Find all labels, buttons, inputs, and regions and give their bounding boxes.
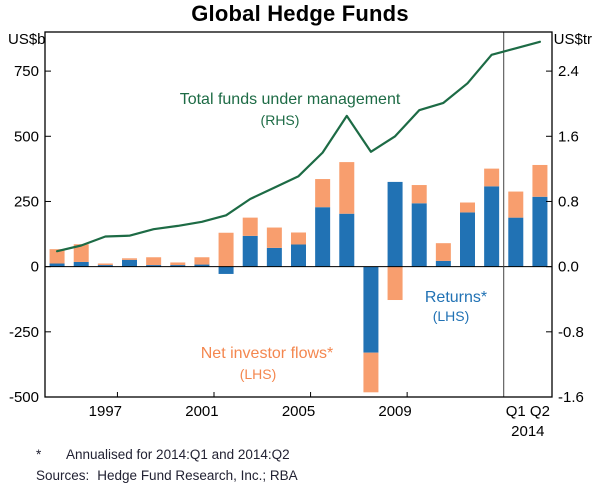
bar-returns	[315, 207, 331, 267]
sources-row: Sources: Hedge Fund Research, Inc.; RBA	[0, 468, 600, 483]
bar-net-investor-flows	[363, 352, 379, 393]
bar-returns	[170, 265, 186, 267]
left-tick-label: 250	[14, 193, 39, 210]
right-tick-label: -0.8	[558, 324, 584, 341]
footnote-text: Annualised for 2014:Q1 and 2014:Q2	[66, 447, 290, 462]
bar-returns	[484, 186, 500, 267]
x-axis-label: Q1	[506, 403, 526, 420]
bar-net-investor-flows	[387, 266, 403, 301]
x-axis-label: Q2	[530, 403, 550, 420]
right-tick-label: 0.8	[558, 193, 579, 210]
bar-net-investor-flows	[194, 257, 210, 265]
chart-title: Global Hedge Funds	[191, 1, 409, 26]
hedge-funds-chart-canvas: 750 2.4 500 1.6 250 0.8 0 0.0 -250 -0.8 -500 -1.6 US…	[8, 31, 592, 440]
bar-returns	[194, 264, 210, 267]
left-tick-label: 0	[31, 259, 39, 276]
bar-returns	[146, 265, 162, 267]
left-tick-label: -250	[9, 324, 39, 341]
bar-returns	[291, 244, 306, 267]
bar-returns	[49, 263, 65, 267]
bar-net-investor-flows	[484, 168, 500, 187]
bar-returns	[242, 235, 258, 267]
bar-net-investor-flows	[73, 244, 89, 262]
bar-returns	[266, 247, 282, 267]
right-tick-label: 1.6	[558, 128, 579, 145]
fum-annotation-sub: (RHS)	[261, 112, 300, 128]
bar-net-investor-flows	[97, 263, 113, 266]
fum-annotation: Total funds under management	[180, 91, 401, 108]
right-axis-unit: US$tr	[554, 31, 592, 48]
returns-annotation: Returns*	[425, 289, 487, 306]
bar-returns	[122, 259, 137, 267]
bar-returns	[387, 181, 403, 267]
bar-returns	[339, 213, 355, 267]
bar-returns	[411, 203, 427, 267]
bar-net-investor-flows	[122, 258, 137, 260]
bar-returns	[363, 266, 379, 353]
right-tick-label: 2.4	[558, 63, 579, 80]
left-tick-label: 750	[14, 63, 39, 80]
right-tick-label: -1.6	[558, 389, 584, 406]
bar-returns	[508, 217, 524, 267]
left-axis-unit: US$b	[8, 31, 46, 48]
bar-net-investor-flows	[411, 185, 427, 204]
x-axis-label: 2001	[185, 403, 218, 420]
bar-net-investor-flows	[266, 227, 282, 248]
bar-net-investor-flows	[218, 232, 234, 267]
bar-net-investor-flows	[49, 249, 65, 264]
footnote-row: * Annualised for 2014:Q1 and 2014:Q2	[0, 447, 600, 462]
returns-annotation-sub: (LHS)	[433, 308, 470, 324]
plot-border	[44, 31, 553, 398]
x-axis-year-2014-label: 2014	[511, 423, 544, 440]
bar-net-investor-flows	[435, 243, 451, 261]
bar-net-investor-flows	[508, 191, 524, 218]
bar-returns	[435, 260, 451, 267]
footnote-asterisk: *	[36, 447, 42, 462]
bar-returns	[460, 212, 475, 267]
bar-net-investor-flows	[315, 179, 331, 208]
left-tick-label: 500	[14, 128, 39, 145]
bar-returns	[218, 266, 234, 274]
bar-net-investor-flows	[242, 217, 258, 236]
net-investor-flows-annotation-sub: (LHS)	[240, 366, 277, 382]
bar-net-investor-flows	[339, 162, 355, 214]
bar-net-investor-flows	[532, 164, 548, 197]
right-tick-label: 0.0	[558, 259, 579, 276]
sources-label: Sources:	[36, 468, 90, 483]
bar-net-investor-flows	[460, 202, 475, 213]
bar-net-investor-flows	[291, 232, 306, 245]
fum-line	[55, 40, 542, 253]
left-tick-label: -500	[9, 389, 39, 406]
bar-returns	[73, 261, 89, 267]
footnotes: * Annualised for 2014:Q1 and 2014:Q2 Sou…	[0, 447, 600, 489]
bar-returns	[97, 265, 113, 267]
sources-text: Hedge Fund Research, Inc.; RBA	[97, 468, 298, 483]
x-axis-label: 1997	[89, 403, 122, 420]
bar-returns	[532, 196, 548, 267]
x-axis-label: 2009	[378, 403, 411, 420]
bar-net-investor-flows	[146, 257, 162, 266]
x-axis-label: 2005	[282, 403, 315, 420]
bar-net-investor-flows	[170, 262, 186, 266]
net-investor-flows-annotation: Net investor flows*	[201, 345, 334, 362]
